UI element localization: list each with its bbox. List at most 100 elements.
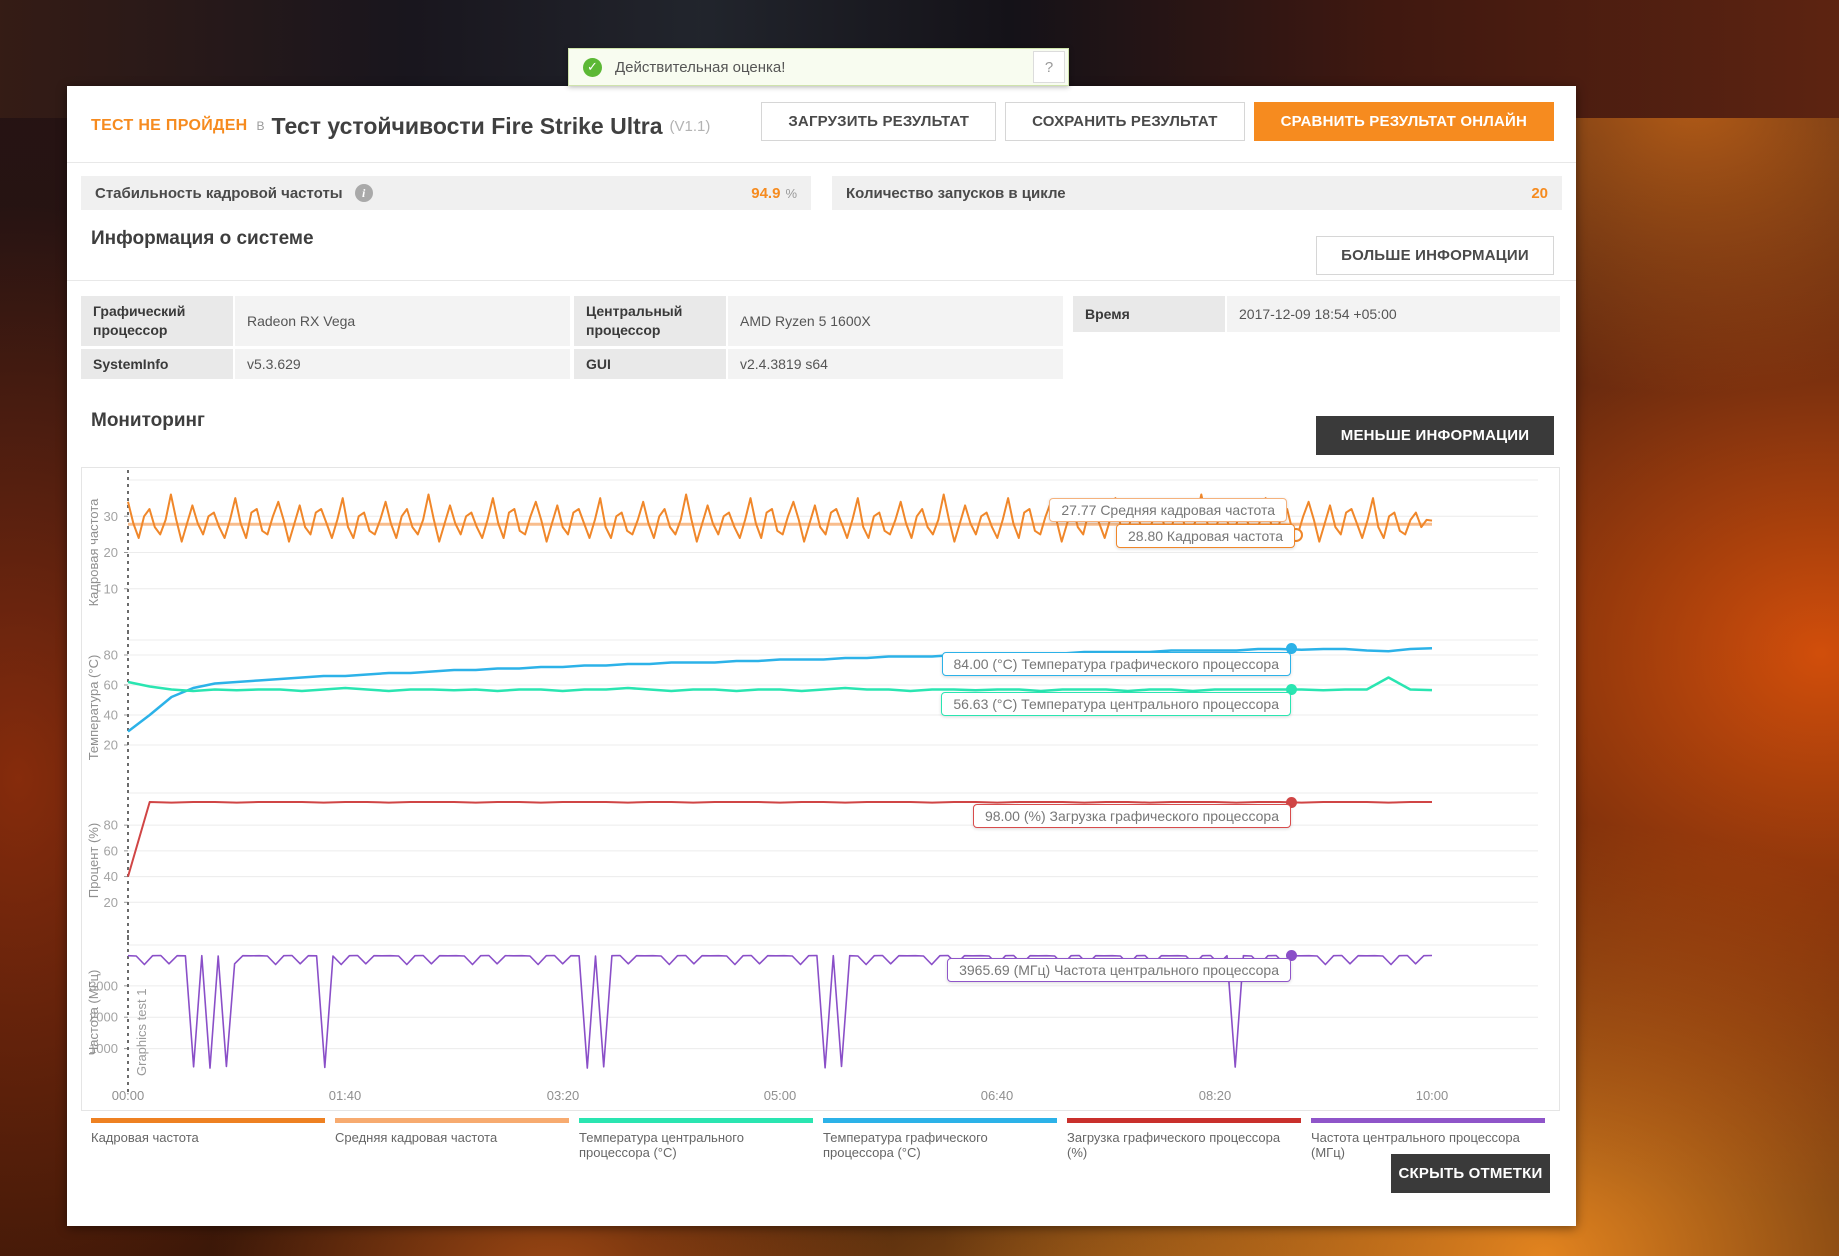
- result-card: ТЕСТ НЕ ПРОЙДЕН В Тест устойчивости Fire…: [67, 86, 1576, 1226]
- monitoring-heading: Мониторинг: [91, 410, 205, 431]
- legend-color-bar: [335, 1118, 569, 1123]
- systeminfo-value-cell: v5.3.629: [235, 349, 570, 379]
- svg-text:Кадровая частота: Кадровая частота: [86, 498, 101, 607]
- result-header: ТЕСТ НЕ ПРОЙДЕН В Тест устойчивости Fire…: [91, 104, 710, 148]
- x-tick-label: 03:20: [546, 1088, 580, 1103]
- tooltip-cpu-frequency: 3965.69 (МГц) Частота центрального проце…: [947, 958, 1291, 982]
- gui-label-cell: GUI: [574, 349, 726, 379]
- x-tick-label: 06:40: [980, 1088, 1014, 1103]
- gpu-label-cell: Графический процессор: [81, 296, 233, 346]
- more-info-button[interactable]: БОЛЬШЕ ИНФОРМАЦИИ: [1316, 236, 1554, 275]
- svg-text:2000: 2000: [89, 1010, 118, 1025]
- svg-text:Частота (МГц): Частота (МГц): [86, 970, 101, 1056]
- marker-gpu-temperature: [1286, 643, 1297, 654]
- legend-label: Температура центрального процессора (°C): [579, 1130, 744, 1160]
- svg-text:20: 20: [104, 545, 118, 560]
- fps-stability-label: Стабильность кадровой частоты: [95, 184, 343, 202]
- gui-value-cell: v2.4.3819 s64: [728, 349, 1063, 379]
- x-tick-label: 01:40: [328, 1088, 362, 1103]
- legend-color-bar: [579, 1118, 813, 1123]
- legend-label: Загрузка графического процессора (%): [1067, 1130, 1281, 1160]
- loop-count-value: 20: [1531, 184, 1548, 202]
- svg-text:80: 80: [104, 818, 118, 833]
- svg-text:40: 40: [104, 708, 118, 723]
- legend-color-bar: [823, 1118, 1057, 1123]
- divider: [67, 162, 1576, 163]
- chart-legend: Кадровая частота Средняя кадровая частот…: [91, 1118, 1545, 1160]
- time-value-cell: 2017-12-09 18:54 +05:00: [1227, 296, 1560, 332]
- legend-label: Кадровая частота: [91, 1130, 199, 1145]
- compare-result-online-button[interactable]: СРАВНИТЬ РЕЗУЛЬТАТ ОНЛАЙН: [1253, 102, 1554, 141]
- svg-text:3000: 3000: [89, 978, 118, 993]
- legend-item-gpu-load[interactable]: Загрузка графического процессора (%): [1067, 1118, 1301, 1160]
- svg-text:20: 20: [104, 895, 118, 910]
- legend-item-cpu-temperature[interactable]: Температура центрального процессора (°C): [579, 1118, 813, 1160]
- svg-text:20: 20: [104, 738, 118, 753]
- svg-text:Graphics test 1: Graphics test 1: [134, 989, 149, 1076]
- svg-text:40: 40: [104, 869, 118, 884]
- tooltip-gpu-load: 98.00 (%) Загрузка графического процессо…: [972, 804, 1291, 828]
- svg-text:1000: 1000: [89, 1041, 118, 1056]
- svg-text:Процент (%): Процент (%): [86, 823, 101, 898]
- legend-item-average-framerate[interactable]: Средняя кадровая частота: [335, 1118, 569, 1160]
- fps-stability-stat: Стабильность кадровой частоты i 94.9 %: [81, 176, 811, 210]
- x-tick-label: 05:00: [763, 1088, 797, 1103]
- svg-text:80: 80: [104, 648, 118, 663]
- valid-score-notification: ✓ Действительная оценка! ?: [568, 48, 1069, 86]
- gpu-value-cell: Radeon RX Vega: [235, 296, 570, 346]
- less-info-button[interactable]: МЕНЬШЕ ИНФОРМАЦИИ: [1316, 416, 1554, 455]
- system-info-heading: Информация о системе: [91, 228, 314, 249]
- test-version: (V1.1): [669, 117, 711, 135]
- cpu-label-cell: Центральный процессор: [574, 296, 726, 346]
- svg-text:30: 30: [104, 509, 118, 524]
- tooltip-framerate: 28.80 Кадровая частота: [1116, 524, 1295, 548]
- legend-label: Температура графического процессора (°C): [823, 1130, 988, 1160]
- x-tick-label: 00:00: [111, 1088, 145, 1103]
- svg-text:10: 10: [104, 581, 118, 596]
- legend-label: Частота центрального процессора (МГц): [1311, 1130, 1520, 1160]
- marker-gpu-load: [1286, 797, 1297, 808]
- legend-item-cpu-frequency[interactable]: Частота центрального процессора (МГц): [1311, 1118, 1545, 1160]
- notification-text: Действительная оценка!: [615, 58, 786, 76]
- fps-stability-value: 94.9: [751, 184, 781, 202]
- system-info-table: Графический процессор Radeon RX Vega Sys…: [81, 296, 1562, 382]
- cpu-value-cell: AMD Ryzen 5 1600X: [728, 296, 1063, 346]
- tooltip-average-framerate: 27.77 Средняя кадровая частота: [1049, 498, 1287, 522]
- fps-stability-unit: %: [785, 185, 797, 201]
- test-status-badge: ТЕСТ НЕ ПРОЙДЕН: [91, 117, 248, 134]
- tooltip-cpu-temperature: 56.63 (°C) Температура центрального проц…: [941, 692, 1291, 716]
- marker-cpu-frequency: [1286, 950, 1297, 961]
- hide-marks-button[interactable]: СКРЫТЬ ОТМЕТКИ: [1391, 1154, 1550, 1193]
- time-label-cell: Время: [1073, 296, 1225, 332]
- divider: [67, 280, 1576, 281]
- page-title: Тест устойчивости Fire Strike Ultra: [271, 112, 663, 139]
- svg-text:Температура (°C): Температура (°C): [86, 655, 101, 761]
- stats-row: Стабильность кадровой частоты i 94.9 % К…: [81, 176, 1562, 210]
- systeminfo-label-cell: SystemInfo: [81, 349, 233, 379]
- x-tick-label: 08:20: [1198, 1088, 1232, 1103]
- info-icon[interactable]: i: [354, 184, 373, 202]
- tooltip-gpu-temperature: 84.00 (°C) Температура графического проц…: [941, 652, 1291, 676]
- check-circle-icon: ✓: [583, 57, 602, 77]
- svg-text:60: 60: [104, 843, 118, 858]
- svg-text:60: 60: [104, 678, 118, 693]
- legend-color-bar: [1311, 1118, 1545, 1123]
- legend-item-framerate[interactable]: Кадровая частота: [91, 1118, 325, 1160]
- loop-count-stat: Количество запусков в цикле 20: [832, 176, 1562, 210]
- legend-color-bar: [91, 1118, 325, 1123]
- x-tick-label: 10:00: [1415, 1088, 1449, 1103]
- load-result-button[interactable]: ЗАГРУЗИТЬ РЕЗУЛЬТАТ: [761, 102, 997, 141]
- marker-cpu-temperature: [1286, 684, 1297, 695]
- status-preposition: В: [256, 119, 265, 133]
- legend-color-bar: [1067, 1118, 1301, 1123]
- save-result-button[interactable]: СОХРАНИТЬ РЕЗУЛЬТАТ: [1005, 102, 1245, 141]
- legend-label: Средняя кадровая частота: [335, 1130, 498, 1145]
- loop-count-label: Количество запусков в цикле: [846, 184, 1066, 202]
- help-button[interactable]: ?: [1033, 51, 1065, 83]
- legend-item-gpu-temperature[interactable]: Температура графического процессора (°C): [823, 1118, 1057, 1160]
